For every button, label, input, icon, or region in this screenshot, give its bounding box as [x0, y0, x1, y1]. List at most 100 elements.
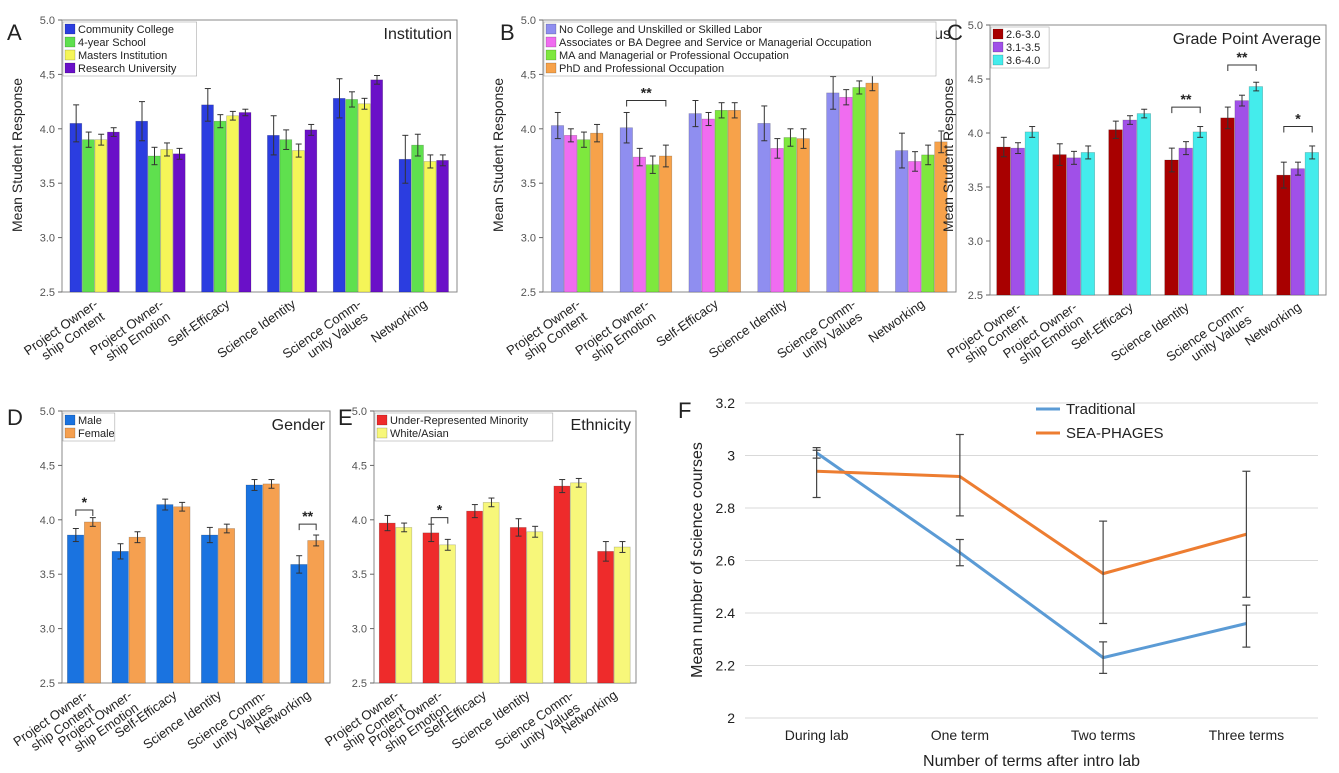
bar [262, 483, 280, 684]
bar [564, 135, 578, 293]
y-tick-label: 5.0 [521, 15, 536, 27]
x-tick-label: Self-Efficacy [653, 296, 721, 350]
bar [632, 156, 646, 293]
legend-swatch [992, 54, 1004, 66]
bar [1024, 131, 1039, 296]
significance-bracket [1283, 126, 1313, 133]
x-tick-label-group: Project Owner-ship Content [21, 296, 107, 363]
legend-label: 4-year School [78, 37, 146, 49]
bar [226, 115, 239, 293]
y-tick-label: 3.0 [521, 233, 536, 245]
bar [370, 79, 383, 293]
significance-bracket [75, 509, 94, 517]
y-tick-label: 4.0 [968, 128, 983, 140]
panel-label: A [7, 20, 22, 45]
y-tick-label: 2.5 [521, 287, 536, 299]
bar [1108, 129, 1123, 296]
bar [1052, 154, 1067, 296]
significance-bracket [298, 523, 317, 531]
panel-title: Grade Point Average [1173, 31, 1321, 48]
panel-label: E [338, 405, 353, 430]
legend-label: Under-Represented Minority [390, 415, 529, 427]
panel-label: D [7, 405, 23, 430]
legend-swatch [992, 28, 1004, 40]
bar [213, 120, 227, 293]
significance-label: ** [302, 508, 313, 524]
x-tick-label-group: Project Owner-ship Content [504, 296, 590, 363]
legend-label: Masters Institution [78, 50, 167, 62]
bar [796, 138, 810, 293]
significance-label: ** [641, 85, 652, 101]
bar [590, 132, 604, 293]
plot-frame [989, 24, 1327, 296]
bar [1234, 100, 1249, 296]
y-tick-label: 2.5 [40, 287, 55, 299]
bar [156, 504, 174, 684]
bar [147, 155, 161, 293]
y-tick-label: 2.5 [968, 290, 983, 302]
y-axis-label: Mean Student Response [940, 78, 956, 232]
legend-swatch [64, 36, 76, 48]
chart-panel-b: 2.5 3.0 3.5 4.0 4.5 5.0 B Mean Student Response… [490, 15, 957, 364]
legend-label: 3.6-4.0 [1006, 55, 1040, 67]
x-tick-label-group: Self-Efficacy [165, 296, 233, 350]
bar [645, 164, 660, 293]
legend-label: Female [78, 428, 115, 440]
bar [727, 110, 741, 293]
legend-label: SEA-PHAGES [1066, 425, 1164, 442]
panel-title: Ethnicity [571, 417, 631, 434]
significance-label: * [437, 502, 443, 518]
panel-label: B [500, 20, 515, 45]
y-axis-label: Mean Student Response [490, 78, 506, 232]
y-tick-label: 4.5 [40, 460, 55, 472]
y-tick-label: 2 [727, 710, 735, 726]
y-tick-label: 5.0 [352, 406, 367, 418]
bar [439, 544, 456, 684]
legend-label: Associates or BA Degree and Service or M… [559, 37, 871, 49]
significance-label: ** [1237, 49, 1248, 65]
bar [411, 144, 424, 293]
bar [422, 532, 440, 684]
y-tick-label: 3.5 [40, 178, 55, 190]
legend-label: 3.1-3.5 [1006, 42, 1040, 54]
x-tick-label-group: Project Owner-ship Emotion [572, 296, 658, 364]
bar [82, 139, 95, 293]
y-tick-label: 4.0 [40, 515, 55, 527]
y-tick-label: 2.2 [716, 658, 736, 674]
bar [482, 502, 500, 684]
bar [659, 155, 673, 293]
bar [1164, 159, 1179, 296]
bar [304, 129, 318, 293]
legend-label: No College and Unskilled or Skilled Labo… [559, 24, 762, 36]
bar [597, 551, 614, 684]
y-tick-label: 5.0 [40, 15, 55, 27]
bar [466, 510, 483, 684]
legend-swatch [64, 414, 76, 426]
bar [757, 123, 771, 293]
legend-swatch [545, 23, 557, 35]
bar [201, 104, 214, 293]
bar [173, 506, 191, 684]
bar [553, 485, 571, 684]
bar [613, 546, 631, 684]
plot-frame [373, 410, 637, 684]
legend-swatch [376, 427, 388, 439]
legend-swatch [64, 62, 76, 74]
bar [1248, 86, 1263, 296]
chart-panel-a: 2.5 3.0 3.5 4.0 4.5 5.0 A Mean Student Response… [7, 15, 458, 364]
y-tick-label: 3.0 [40, 624, 55, 636]
bar [1136, 113, 1151, 296]
y-tick-label: 3.5 [521, 178, 536, 190]
legend-swatch [992, 41, 1004, 53]
bar [292, 150, 305, 293]
y-axis-label: Mean Student Response [9, 78, 25, 232]
bar [69, 123, 83, 293]
legend-label: MA and Managerial or Professional Occupa… [559, 50, 789, 62]
bar [550, 125, 565, 293]
panel-label: F [678, 398, 691, 423]
y-tick-label: 3.0 [352, 624, 367, 636]
significance-bracket [626, 100, 667, 107]
y-tick-label: 5.0 [40, 406, 55, 418]
bar [688, 113, 702, 293]
bar [895, 150, 909, 293]
